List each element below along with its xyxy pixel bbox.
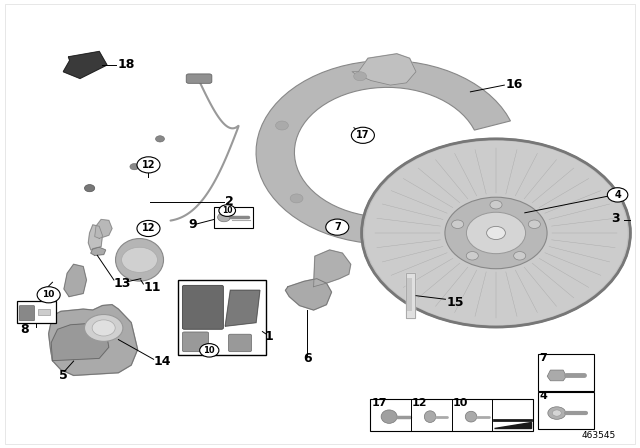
Circle shape [607,188,628,202]
Text: 1: 1 [265,330,274,344]
Text: 10: 10 [204,346,215,355]
Ellipse shape [381,410,397,423]
Circle shape [276,121,289,130]
Circle shape [362,139,630,327]
Circle shape [200,344,219,357]
Text: 463545: 463545 [581,431,616,440]
Text: 5: 5 [59,369,68,382]
Bar [214,207,253,228]
Text: 4: 4 [540,392,547,401]
Circle shape [130,164,139,170]
Text: 15: 15 [447,296,464,309]
Polygon shape [49,305,138,375]
Text: 10: 10 [42,290,55,299]
Circle shape [122,247,157,272]
Circle shape [528,220,540,228]
Text: 16: 16 [506,78,523,91]
Text: 17: 17 [371,398,387,408]
FancyBboxPatch shape [182,285,223,329]
Polygon shape [352,54,416,85]
Circle shape [552,410,561,416]
Ellipse shape [465,411,477,422]
Circle shape [326,219,349,235]
Text: 6: 6 [303,352,312,365]
Polygon shape [314,250,351,287]
Polygon shape [64,264,86,297]
Polygon shape [285,279,332,310]
Ellipse shape [424,411,436,422]
Text: 8: 8 [20,323,29,336]
Circle shape [445,197,547,269]
Polygon shape [494,422,531,428]
Polygon shape [256,60,511,244]
Bar [538,392,594,429]
Circle shape [137,157,160,173]
Circle shape [452,220,464,228]
Circle shape [490,201,502,209]
Text: 17: 17 [356,130,370,140]
Polygon shape [547,370,566,381]
Circle shape [354,72,367,81]
Circle shape [84,185,95,192]
Text: 7: 7 [540,353,547,363]
Circle shape [92,320,115,336]
Bar [178,280,266,355]
FancyBboxPatch shape [182,332,209,352]
Bar [538,354,594,391]
Text: 18: 18 [117,58,134,72]
Polygon shape [91,247,106,255]
Circle shape [467,212,525,254]
Circle shape [37,287,60,303]
Text: 10: 10 [453,398,468,408]
FancyBboxPatch shape [228,334,252,352]
Text: 10: 10 [222,206,232,215]
Text: 2: 2 [225,195,234,208]
Text: 12: 12 [141,160,156,170]
Text: 12: 12 [412,398,428,408]
Text: 12: 12 [141,224,156,233]
Bar [17,301,56,323]
Circle shape [156,136,164,142]
Text: 14: 14 [154,355,171,369]
Circle shape [290,194,303,203]
Bar [370,399,533,431]
Circle shape [514,252,525,260]
Polygon shape [225,290,260,326]
Circle shape [364,141,628,325]
Bar [407,278,412,311]
Circle shape [486,226,506,240]
Ellipse shape [116,238,164,281]
Polygon shape [406,273,415,318]
Circle shape [84,314,123,341]
Polygon shape [51,323,109,361]
Text: 11: 11 [143,281,161,294]
Circle shape [467,252,478,260]
Polygon shape [88,225,102,250]
Circle shape [137,220,160,237]
Circle shape [351,127,374,143]
Circle shape [218,213,230,222]
Text: 4: 4 [614,190,621,200]
Polygon shape [63,52,107,78]
Text: 7: 7 [334,222,340,232]
Bar [38,309,50,315]
FancyBboxPatch shape [186,74,212,83]
FancyBboxPatch shape [19,306,35,321]
Circle shape [219,205,236,216]
Polygon shape [95,220,112,238]
Circle shape [548,407,566,419]
Text: 3: 3 [611,212,620,225]
Text: 9: 9 [189,217,197,231]
Text: 13: 13 [114,276,131,290]
